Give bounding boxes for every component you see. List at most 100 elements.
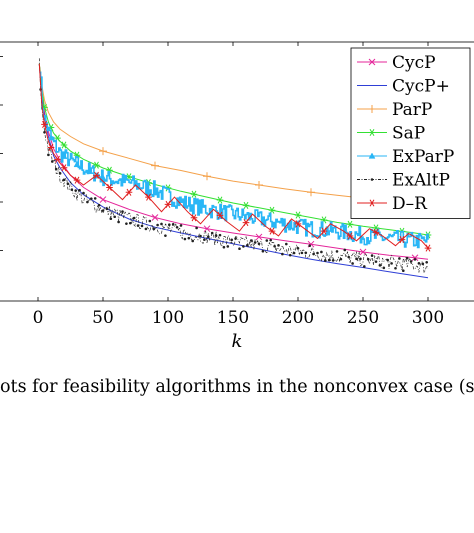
data-point-marker <box>129 221 132 225</box>
data-point-marker <box>66 182 70 186</box>
data-point-marker <box>346 220 354 228</box>
plot-area <box>38 58 432 279</box>
data-point-marker <box>151 214 159 221</box>
axis-ticks: 0 50 100 150 200 250 300 <box>0 42 444 328</box>
data-point-marker <box>242 245 245 248</box>
data-point-marker <box>339 257 343 261</box>
legend-label: ExParP <box>392 147 454 167</box>
data-point-marker <box>421 262 425 266</box>
data-point-marker <box>144 227 148 231</box>
data-point-marker <box>179 224 183 227</box>
series-exaltp <box>38 58 429 275</box>
data-point-marker <box>242 201 250 209</box>
data-point-marker <box>320 250 323 254</box>
series-line <box>38 63 429 205</box>
data-point-marker <box>370 178 374 181</box>
data-point-marker <box>368 105 376 113</box>
data-point-marker <box>368 128 376 137</box>
data-point-marker <box>168 223 171 227</box>
data-point-marker <box>164 200 172 208</box>
data-point-marker <box>117 220 120 224</box>
data-point-marker <box>41 120 48 128</box>
data-point-marker <box>277 244 280 247</box>
data-point-marker <box>394 266 397 270</box>
series-line <box>38 58 429 275</box>
data-point-marker <box>187 236 191 240</box>
figure-caption: ots for feasibility algorithms in the no… <box>0 377 474 397</box>
data-point-marker <box>331 259 335 262</box>
data-point-marker <box>327 258 331 262</box>
legend-label: CycP+ <box>392 77 450 97</box>
data-point-marker <box>99 147 107 156</box>
data-point-marker <box>125 188 133 196</box>
legend-label: SaP <box>392 124 425 144</box>
data-point-marker <box>425 260 429 264</box>
data-point-marker <box>145 193 152 201</box>
data-point-marker <box>368 152 376 159</box>
data-point-marker <box>93 171 100 179</box>
data-point-marker <box>203 172 211 181</box>
data-point-marker <box>370 254 374 257</box>
data-point-marker <box>70 188 74 191</box>
legend-entry: SaP <box>357 124 425 144</box>
data-point-marker <box>285 242 288 246</box>
legend-label: CycP <box>392 53 436 73</box>
data-point-marker <box>60 152 68 159</box>
data-point-marker <box>101 209 105 212</box>
data-point-marker <box>359 248 367 256</box>
data-point-marker <box>398 257 401 260</box>
data-point-marker <box>238 247 241 251</box>
data-point-marker <box>175 225 179 229</box>
data-point-marker <box>413 258 417 261</box>
data-point-marker <box>106 183 113 192</box>
data-point-marker <box>82 191 85 195</box>
data-point-marker <box>368 199 376 207</box>
data-point-marker <box>307 188 315 197</box>
data-point-marker <box>148 219 152 223</box>
data-point-marker <box>335 250 339 253</box>
legend-label: ParP <box>392 100 432 120</box>
data-point-marker <box>60 164 68 172</box>
data-point-marker <box>366 257 370 261</box>
data-point-marker <box>268 206 276 214</box>
data-point-marker <box>405 256 409 260</box>
legend-entry: CycP <box>357 53 436 73</box>
data-point-marker <box>288 253 292 257</box>
data-point-marker <box>222 245 226 249</box>
data-point-marker <box>234 237 237 240</box>
data-point-marker <box>409 260 413 263</box>
data-point-marker <box>249 239 253 242</box>
data-point-marker <box>140 224 144 228</box>
data-point-marker <box>51 160 54 163</box>
data-point-marker <box>195 226 198 230</box>
data-point-marker <box>374 260 378 263</box>
data-point-marker <box>121 210 124 213</box>
data-point-marker <box>294 220 302 228</box>
data-point-marker <box>378 264 382 267</box>
data-point-marker <box>242 219 250 227</box>
x-tick-label: 150 <box>217 308 249 328</box>
legend-label: D–R <box>392 194 428 214</box>
data-point-marker <box>351 262 354 265</box>
data-point-marker <box>105 207 109 211</box>
data-point-marker <box>346 232 354 240</box>
data-point-marker <box>255 233 263 241</box>
data-point-marker <box>402 269 405 273</box>
data-point-marker <box>390 262 393 265</box>
data-point-marker <box>316 251 319 255</box>
data-point-marker <box>296 247 300 250</box>
legend-entry: D–R <box>357 194 428 214</box>
x-tick-label: 200 <box>282 308 314 328</box>
data-point-marker <box>363 265 366 268</box>
data-point-marker <box>253 241 257 244</box>
data-point-marker <box>74 189 77 192</box>
data-point-marker <box>424 244 432 252</box>
data-point-marker <box>160 222 163 226</box>
data-point-marker <box>60 141 68 149</box>
legend-entry: CycP+ <box>357 77 450 97</box>
data-point-marker <box>43 131 46 134</box>
series-d-r <box>38 63 432 252</box>
data-point-marker <box>300 251 304 255</box>
data-point-marker <box>398 236 406 244</box>
data-point-marker <box>382 266 386 270</box>
